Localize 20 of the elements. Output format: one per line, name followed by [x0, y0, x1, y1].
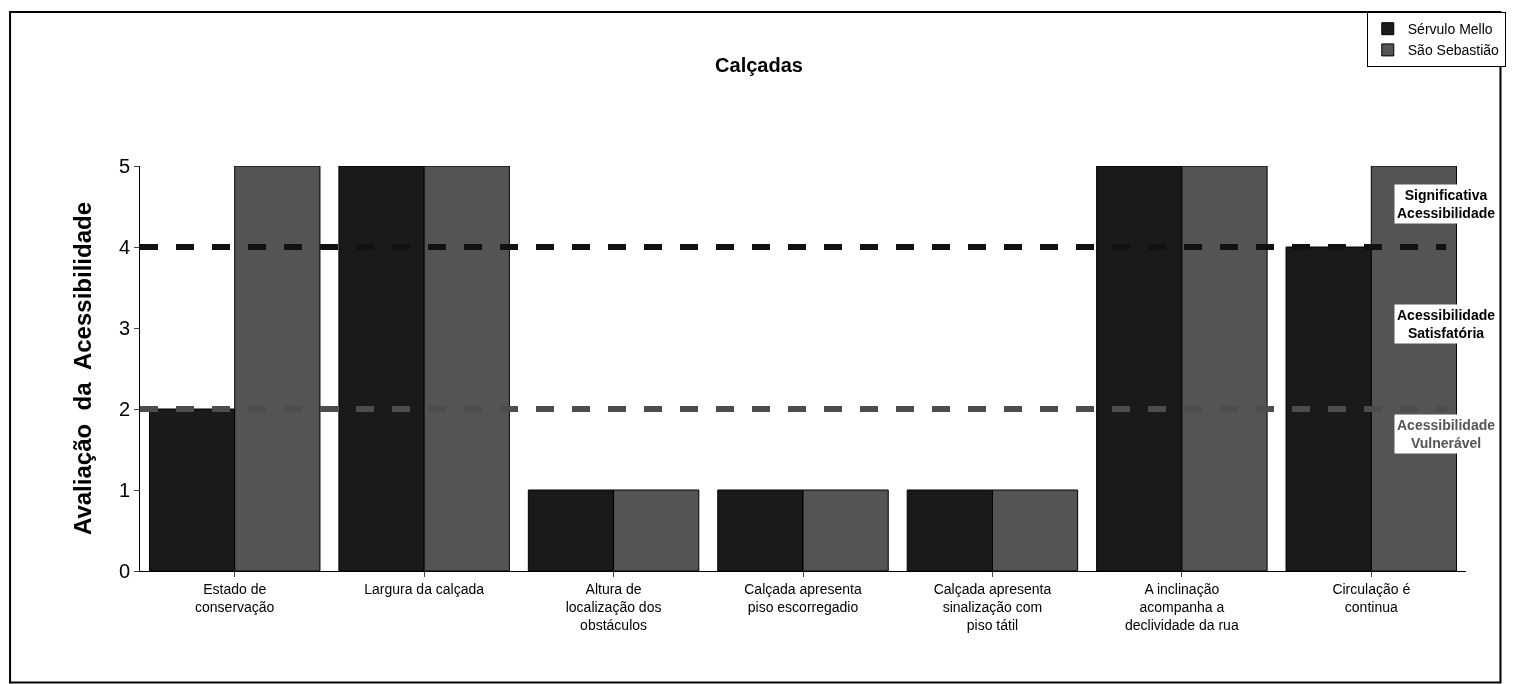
y-tick-label: 4: [118, 236, 130, 258]
y-tick-label: 3: [118, 317, 130, 339]
annotation: Acessibilidade Vulnerável: [1397, 417, 1496, 452]
legend-label: São Sebastião: [1407, 42, 1500, 59]
x-tick-label: Calçada apresenta sinalização com piso tátil: [933, 580, 1052, 634]
y-tick-label: 0: [118, 560, 130, 582]
x-tick-label: Circulação é continua: [1332, 580, 1411, 615]
chart-title: Calçadas: [715, 54, 803, 77]
annotation: Acessibilidade Satisfatória: [1397, 307, 1496, 342]
x-tick-label: A inclinação acompanha a declividade da rua: [1125, 580, 1239, 634]
y-tick-label: 2: [118, 398, 130, 420]
x-tick-label: Calçada apresenta piso escorregadio: [744, 580, 862, 615]
x-tick-label: Largura da calçada: [364, 580, 485, 597]
annotation: Significativa Acessibilidade: [1397, 187, 1496, 222]
x-tick-label: Estado de conservação: [195, 580, 275, 615]
y-tick-label: 5: [118, 155, 130, 177]
legend-label: Sérvulo Mello: [1407, 21, 1493, 38]
x-tick-label: Altura de localização dos obstáculos: [565, 580, 662, 634]
y-tick-label: 1: [118, 479, 130, 501]
y-axis-title: Avaliação da Acessibilidade: [68, 201, 96, 536]
